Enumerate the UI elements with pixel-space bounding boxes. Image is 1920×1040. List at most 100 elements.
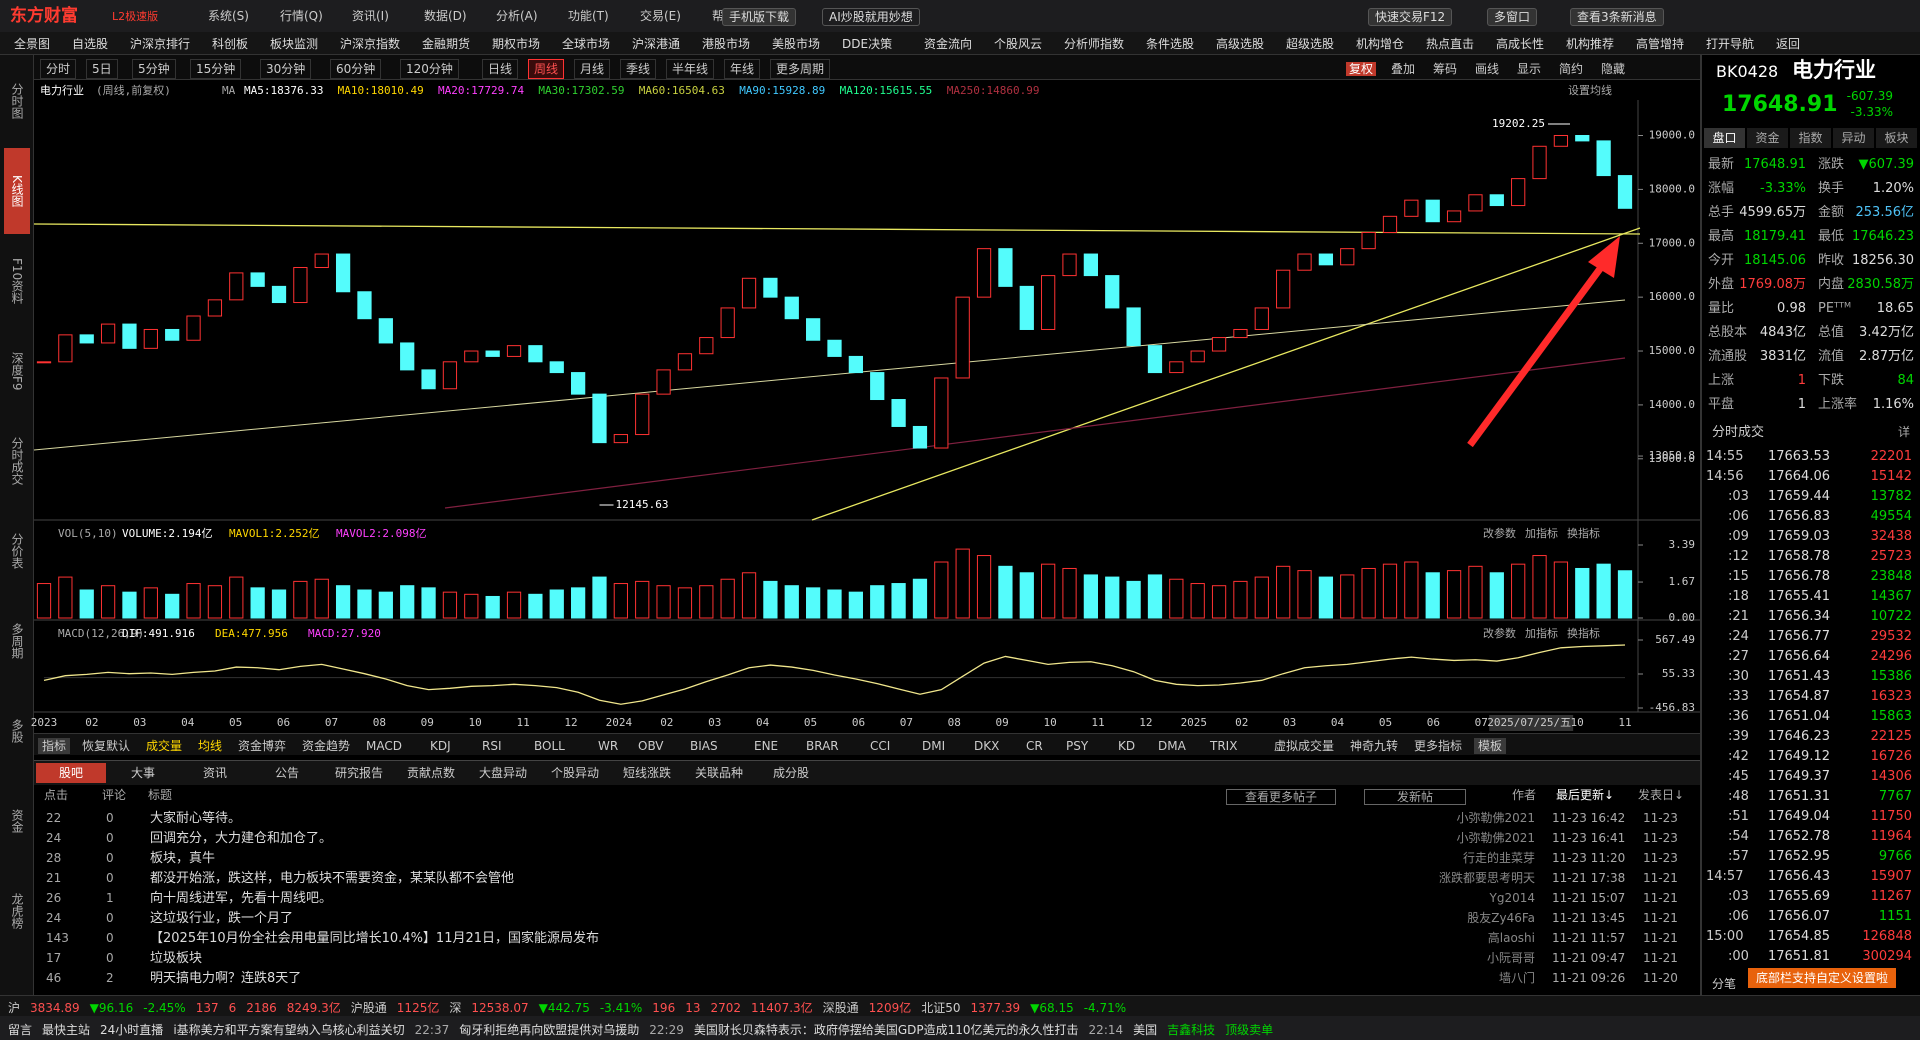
forum-tab[interactable]: 大事	[130, 766, 155, 780]
nav-item[interactable]: 自选股	[72, 37, 109, 51]
side-tab[interactable]: 分时图	[10, 83, 24, 119]
nav-item[interactable]: 个股风云	[994, 37, 1043, 51]
nav-item[interactable]: 港股市场	[702, 37, 751, 51]
chart-tool[interactable]: 画线	[1475, 62, 1500, 76]
period-button[interactable]: 5分钟	[132, 59, 176, 79]
nav-item[interactable]: 沪深京排行	[130, 37, 191, 51]
chart-tool[interactable]: 复权	[1346, 62, 1377, 76]
period-button[interactable]: 半年线	[666, 59, 715, 79]
menu-item[interactable]: 分析(A)	[496, 9, 538, 23]
period-button[interactable]: 日线	[482, 59, 519, 79]
indicator-tab[interactable]: RSI	[482, 739, 502, 753]
indicator-tab[interactable]: DMI	[922, 739, 946, 753]
nav-item[interactable]: 沪深港通	[632, 37, 681, 51]
nav-item[interactable]: 期权市场	[492, 37, 541, 51]
nav-item[interactable]: 全球市场	[562, 37, 611, 51]
period-button[interactable]: 更多周期	[770, 59, 831, 79]
forum-tab[interactable]: 成分股	[772, 766, 809, 780]
side-tab[interactable]: 分时成交	[10, 437, 24, 485]
menu-item[interactable]: 功能(T)	[568, 9, 609, 23]
nav-item[interactable]: 分析师指数	[1064, 37, 1125, 51]
forum-tab[interactable]: 大盘异动	[478, 766, 527, 780]
menu-item[interactable]: 行情(Q)	[280, 9, 323, 23]
post-title[interactable]: 向十周线进军，先看十周线吧。	[150, 891, 333, 906]
ticks-detail[interactable]: 详	[1898, 425, 1911, 439]
post-title[interactable]: 明天搞电力啊？连跌8天了	[150, 971, 302, 986]
menu-item[interactable]: 数据(D)	[424, 9, 467, 23]
forum-tab[interactable]: 短线涨跌	[622, 766, 671, 780]
nav-item[interactable]: 沪深京指数	[340, 37, 401, 51]
side-tab[interactable]: K线图	[4, 148, 30, 234]
post-title[interactable]: 大家耐心等待。	[150, 811, 242, 826]
toolbar-button[interactable]: 多窗口	[1487, 8, 1538, 26]
nav-item[interactable]: 板块监测	[270, 37, 319, 51]
forum-tab[interactable]: 关联品种	[694, 766, 743, 780]
chart-tool[interactable]: 隐藏	[1601, 62, 1626, 76]
indicator-tab[interactable]: BOLL	[534, 739, 565, 753]
indicator-tab[interactable]: ENE	[754, 739, 779, 753]
period-button[interactable]: 120分钟	[400, 59, 459, 79]
quote-tab[interactable]: 板块	[1876, 128, 1917, 148]
forum-header[interactable]: 发新帖	[1364, 789, 1467, 805]
period-button[interactable]: 60分钟	[330, 59, 382, 79]
forum-tab[interactable]: 公告	[274, 766, 299, 780]
indicator-tab[interactable]: 指标	[38, 738, 71, 754]
post-title[interactable]: 板块，真牛	[150, 851, 216, 866]
forum-tab[interactable]: 资讯	[202, 766, 227, 780]
notice-popup[interactable]: 底部栏支持自定义设置啦	[1748, 968, 1897, 988]
indicator-tab[interactable]: DKX	[974, 739, 1000, 753]
nav-item[interactable]: 机构推荐	[1566, 37, 1615, 51]
quote-tab[interactable]: 异动	[1833, 128, 1874, 148]
side-tab[interactable]: 分价表	[10, 533, 24, 569]
side-tab[interactable]: 龙虎榜	[10, 893, 24, 929]
indicator-tab[interactable]: BRAR	[806, 739, 839, 753]
nav-item[interactable]: 机构增仓	[1356, 37, 1405, 51]
indicator-tab[interactable]: WR	[598, 739, 619, 753]
post-title[interactable]: 【2025年10月份全社会用电量同比增长10.4%】11月21日，国家能源局发布	[150, 931, 600, 946]
period-button[interactable]: 15分钟	[190, 59, 242, 79]
period-button[interactable]: 年线	[724, 59, 761, 79]
indicator-tab[interactable]: MACD	[366, 739, 402, 753]
period-button[interactable]: 季线	[620, 59, 657, 79]
quote-tab[interactable]: 指数	[1790, 128, 1831, 148]
indicator-tab[interactable]: 更多指标	[1414, 739, 1463, 753]
side-tab[interactable]: F10资料	[10, 257, 24, 305]
period-button[interactable]: 周线	[528, 59, 565, 79]
toolbar-button[interactable]: 手机版下载	[722, 8, 797, 26]
nav-item[interactable]: 打开导航	[1706, 37, 1755, 51]
fenbi-tab[interactable]: 分笔	[1712, 977, 1737, 991]
toolbar-button[interactable]: 快速交易F12	[1368, 8, 1453, 26]
period-button[interactable]: 月线	[574, 59, 611, 79]
nav-item[interactable]: 美股市场	[772, 37, 821, 51]
toolbar-button[interactable]: 查看3条新消息	[1570, 8, 1664, 26]
nav-item[interactable]: DDE决策	[842, 37, 893, 51]
indicator-tab[interactable]: CR	[1026, 739, 1043, 753]
toolbar-button[interactable]: AI炒股就用妙想	[822, 8, 920, 26]
nav-item[interactable]: 科创板	[212, 37, 249, 51]
indicator-tab[interactable]: CCI	[870, 739, 891, 753]
forum-tab[interactable]: 个股异动	[550, 766, 599, 780]
quote-tab[interactable]: 盘口	[1704, 128, 1745, 148]
forum-tab[interactable]: 研究报告	[334, 766, 383, 780]
indicator-tab[interactable]: 神奇九转	[1350, 739, 1399, 753]
period-button[interactable]: 5日	[86, 59, 118, 79]
nav-item[interactable]: 热点直击	[1426, 37, 1475, 51]
period-button[interactable]: 分时	[40, 59, 77, 79]
chart-tool[interactable]: 显示	[1517, 62, 1542, 76]
nav-item[interactable]: 金融期货	[422, 37, 471, 51]
indicator-tab[interactable]: 虚拟成交量	[1274, 739, 1335, 753]
side-tab[interactable]: 多周期	[10, 623, 24, 659]
indicator-tab[interactable]: OBV	[638, 739, 664, 753]
indicator-tab[interactable]: PSY	[1066, 739, 1089, 753]
nav-item[interactable]: 资金流向	[924, 37, 973, 51]
nav-item[interactable]: 全景图	[14, 37, 51, 51]
indicator-tab[interactable]: 资金博弈	[238, 739, 287, 753]
nav-item[interactable]: 高级选股	[1216, 37, 1265, 51]
indicator-tab[interactable]: DMA	[1158, 739, 1186, 753]
forum-header[interactable]: 查看更多帖子	[1226, 789, 1337, 805]
forum-tab[interactable]: 股吧	[36, 763, 106, 783]
indicator-tab[interactable]: TRIX	[1210, 739, 1238, 753]
indicator-tab[interactable]: KDJ	[430, 739, 451, 753]
menu-item[interactable]: 资讯(I)	[352, 9, 389, 23]
forum-tab[interactable]: 贡献点数	[406, 766, 455, 780]
